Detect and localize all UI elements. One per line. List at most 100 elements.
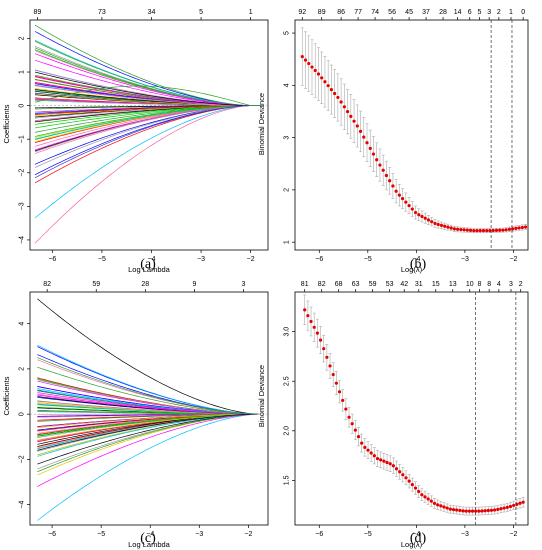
cv-point xyxy=(381,168,385,172)
panel-caption: (a) xyxy=(140,257,156,272)
x-tick-label: −6 xyxy=(48,256,56,263)
plot-area xyxy=(300,20,528,250)
plot-frame xyxy=(294,291,529,526)
cv-point xyxy=(372,454,376,458)
top-tick-label: 3 xyxy=(487,9,491,16)
top-tick-label: 68 xyxy=(335,281,343,288)
x-tick-label: −6 xyxy=(48,531,56,538)
top-tick-label: 3 xyxy=(509,281,513,288)
y-tick-label: 1 xyxy=(19,70,26,74)
cv-point xyxy=(446,225,450,229)
cv-point xyxy=(451,507,456,512)
coefficient-path-highlight xyxy=(34,105,261,244)
plot-frame xyxy=(294,19,529,251)
cv-point xyxy=(391,184,395,188)
x-tick-label: −3 xyxy=(195,531,203,538)
cv-point xyxy=(452,227,456,231)
x-tick-label: −2 xyxy=(509,256,517,263)
top-tick-label: 45 xyxy=(405,9,413,16)
x-tick-label: −3 xyxy=(461,531,469,538)
cv-point xyxy=(502,506,506,510)
top-tick-label: 82 xyxy=(43,281,51,288)
cv-point xyxy=(430,220,434,224)
cv-point xyxy=(365,141,369,145)
top-tick-label: 42 xyxy=(400,281,408,288)
top-tick-label: 31 xyxy=(415,281,423,288)
cv-point xyxy=(470,509,475,513)
cv-point xyxy=(413,210,418,215)
cv-point xyxy=(303,308,307,312)
top-tick-label: 59 xyxy=(369,281,377,288)
coefficient-path xyxy=(37,410,259,415)
cv-point xyxy=(436,503,440,507)
cv-point xyxy=(388,462,392,466)
y-tick-label: 4 xyxy=(19,322,26,326)
cv-point xyxy=(341,398,345,403)
coefficient-path-highlight xyxy=(34,71,261,106)
coefficient-path xyxy=(37,413,259,473)
cv-point xyxy=(353,428,357,432)
cv-point xyxy=(426,497,430,501)
coefficient-path xyxy=(37,413,259,436)
cv-point xyxy=(368,146,372,150)
cv-point xyxy=(523,225,528,229)
plot-area xyxy=(30,298,268,521)
cv-point xyxy=(350,422,354,426)
cv-point xyxy=(464,509,468,513)
cv-point xyxy=(462,228,466,232)
x-tick-label: −5 xyxy=(97,531,105,538)
coefficient-path xyxy=(34,85,261,106)
cv-point xyxy=(483,509,487,513)
top-tick-label: 8 xyxy=(478,281,482,288)
x-tick-label: −6 xyxy=(315,531,323,538)
top-tick-label: 13 xyxy=(449,281,457,288)
cv-point xyxy=(514,226,518,230)
cv-point xyxy=(312,325,316,329)
cv-point xyxy=(339,100,343,104)
cv-point xyxy=(363,445,367,449)
coefficient-path-highlight xyxy=(37,357,259,415)
cv-point xyxy=(394,467,399,471)
cv-point xyxy=(493,508,497,512)
cv-point xyxy=(426,218,431,222)
cv-point xyxy=(420,214,424,219)
x-tick-label: −3 xyxy=(461,256,469,263)
top-tick-label: 89 xyxy=(318,9,326,16)
top-tick-label: 89 xyxy=(34,9,42,16)
cv-point xyxy=(379,458,383,462)
y-tick-label: −4 xyxy=(19,236,26,244)
top-tick-label: 86 xyxy=(337,9,345,16)
cv-point xyxy=(508,504,513,509)
top-tick-label: 0 xyxy=(521,9,525,16)
cv-point xyxy=(362,135,366,139)
cv-point xyxy=(358,129,363,134)
cv-point xyxy=(404,476,408,480)
cv-point xyxy=(429,499,433,503)
cv-point xyxy=(316,72,321,76)
cv-point xyxy=(391,464,395,468)
top-tick-label: 59 xyxy=(92,281,100,288)
x-tick-label: −4 xyxy=(412,531,420,538)
y-tick-label: 1 xyxy=(284,240,291,244)
top-tick-label: 5 xyxy=(199,9,203,16)
coefficient-path-highlight xyxy=(34,39,261,106)
cv-point xyxy=(478,229,482,233)
top-tick-label: 82 xyxy=(318,281,326,288)
cv-point xyxy=(474,509,478,513)
coefficient-path xyxy=(37,378,259,415)
y-tick-label: 2.5 xyxy=(284,376,291,386)
top-tick-label: 37 xyxy=(422,9,430,16)
y-tick-label: 3 xyxy=(284,136,291,140)
cv-point xyxy=(306,314,310,318)
cv-point xyxy=(378,163,382,167)
cv-point xyxy=(307,61,311,66)
cv-point xyxy=(436,222,440,227)
y-tick-label: 0 xyxy=(19,104,26,108)
cv-point xyxy=(315,331,319,335)
cv-point xyxy=(486,508,490,513)
top-tick-label: 14 xyxy=(454,9,462,16)
coefficient-path-highlight xyxy=(37,298,259,415)
cv-point xyxy=(384,173,389,178)
cv-point xyxy=(309,319,313,324)
